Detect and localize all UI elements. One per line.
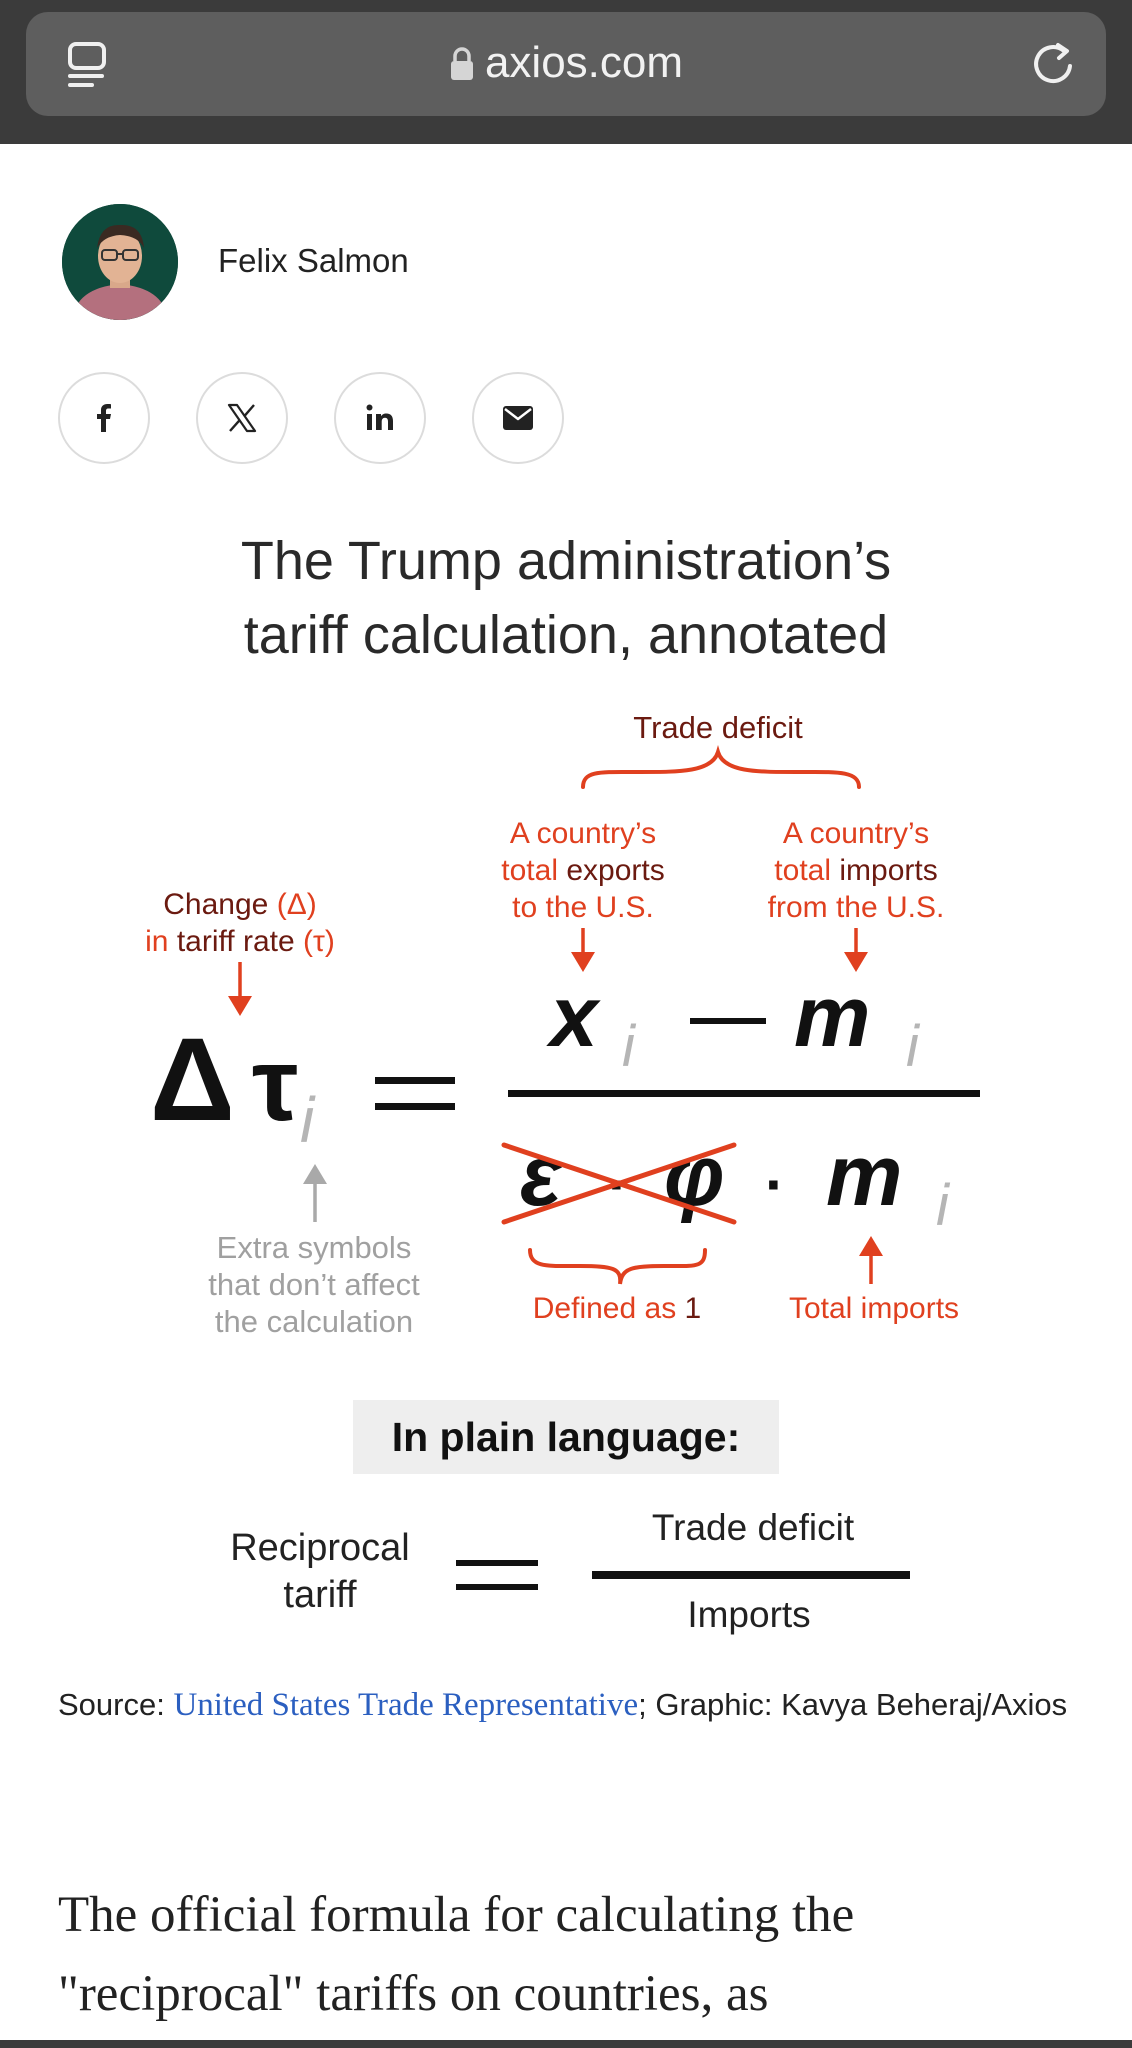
facebook-icon (97, 404, 111, 432)
plain-numerator: Trade deficit (652, 1507, 855, 1548)
arrow-total-imports-head (859, 1236, 883, 1256)
label-exports-line3: to the U.S. (512, 891, 654, 924)
plain-equals-bottom (456, 1584, 538, 1590)
graphic-source: Source: United States Trade Representati… (58, 1670, 1098, 1740)
label-change-line2: in tariff rate (τ) (145, 925, 335, 958)
author-avatar[interactable] (62, 204, 178, 320)
annotated-formula: Trade deficit A country’s total exports … (145, 710, 980, 1339)
lock-icon (450, 47, 473, 80)
symbol-tau-subscript: i (300, 1084, 316, 1156)
share-x-button[interactable] (196, 372, 288, 464)
symbol-x: x (546, 969, 601, 1065)
x-icon (227, 403, 257, 433)
symbol-x-subscript: i (622, 1014, 637, 1079)
plain-language-equation: Reciprocal tariff Trade deficit Imports (230, 1507, 910, 1635)
symbol-m-numerator: m (794, 969, 870, 1065)
trade-deficit-brace (581, 745, 861, 789)
plain-lhs-line1: Reciprocal (230, 1527, 410, 1569)
label-extra-line3: the calculation (215, 1304, 413, 1339)
equals-top-bar (375, 1077, 455, 1084)
plain-denominator: Imports (687, 1594, 810, 1635)
symbol-m-numerator-subscript: i (906, 1014, 921, 1079)
address-bar[interactable]: axios.com (26, 12, 1106, 116)
graphic-title: The Trump administration’s tariff calcul… (0, 524, 1132, 672)
label-trade-deficit: Trade deficit (633, 710, 803, 745)
plain-lhs-line2: tariff (283, 1574, 357, 1616)
plain-language-heading: In plain language: (353, 1400, 779, 1474)
defined-brace (528, 1248, 707, 1285)
reload-icon[interactable] (1026, 36, 1082, 92)
source-link[interactable]: United States Trade Representative (173, 1687, 639, 1723)
author-name[interactable]: Felix Salmon (218, 242, 409, 279)
label-exports-line1: A country’s (510, 817, 656, 850)
author-photo (62, 204, 178, 320)
article-paragraph: The official formula for calculating the… (58, 1887, 855, 2022)
url-display[interactable]: axios.com (26, 34, 1106, 92)
symbol-delta: Δ (150, 1014, 235, 1146)
source-prefix: Source: (58, 1687, 174, 1722)
label-imports-line1: A country’s (783, 817, 929, 850)
source-suffix: ; Graphic: Kavya Beheraj/Axios (638, 1687, 1068, 1722)
label-defined: Defined as 1 (533, 1292, 701, 1325)
symbol-m-denominator: m (826, 1128, 902, 1224)
browser-chrome: axios.com (0, 0, 1132, 144)
share-email-button[interactable] (472, 372, 564, 464)
arrow-imports-head (844, 952, 868, 972)
strike-line-2 (501, 1142, 737, 1225)
graphic-title-line2: tariff calculation, annotated (243, 605, 889, 665)
symbol-m-denominator-subscript: i (936, 1173, 951, 1238)
minus-sign (690, 1018, 766, 1024)
fraction-bar (508, 1090, 980, 1097)
graphic-title-line1: The Trump administration’s (240, 531, 892, 591)
equals-bottom-bar (375, 1103, 455, 1110)
label-change-line1: Change (Δ) (163, 888, 316, 921)
reader-tabs-icon[interactable] (60, 36, 116, 92)
linkedin-icon (366, 404, 393, 430)
symbol-tau: τ (252, 1027, 298, 1143)
label-imports-line3: from the U.S. (768, 891, 945, 924)
symbol-dot-right: · (765, 1151, 785, 1218)
label-extra-line2: that don’t affect (208, 1267, 420, 1302)
plain-equals-top (456, 1560, 538, 1566)
label-total-imports: Total imports (789, 1292, 959, 1325)
bottom-toolbar-edge (0, 2040, 1132, 2048)
share-facebook-button[interactable] (58, 372, 150, 464)
label-extra-line1: Extra symbols (217, 1230, 412, 1265)
arrow-change-head (228, 996, 252, 1016)
label-exports-line2: total exports (501, 854, 664, 887)
plain-fraction-bar (592, 1571, 910, 1579)
arrow-exports-head (571, 952, 595, 972)
url-text: axios.com (484, 38, 684, 87)
share-linkedin-button[interactable] (334, 372, 426, 464)
label-imports-line2: total imports (774, 854, 937, 887)
email-icon (503, 406, 533, 430)
arrow-extra-head (303, 1164, 327, 1184)
